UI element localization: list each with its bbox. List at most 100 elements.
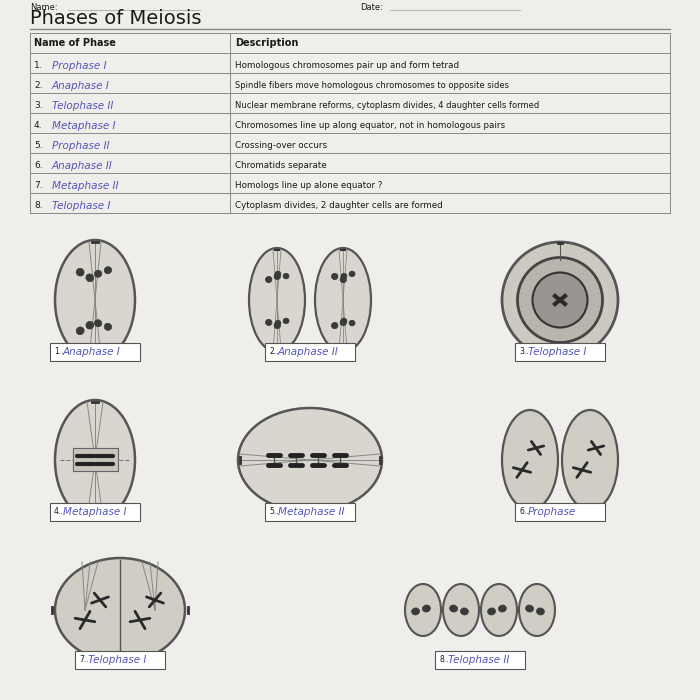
Ellipse shape (533, 272, 587, 328)
Text: Homologs line up alone equator ?: Homologs line up alone equator ? (235, 181, 382, 190)
Ellipse shape (275, 271, 281, 277)
Text: Name:: Name: (30, 3, 57, 12)
Text: 4..: 4.. (54, 508, 64, 517)
Ellipse shape (562, 410, 618, 510)
Ellipse shape (481, 584, 517, 636)
Ellipse shape (340, 319, 346, 326)
Text: 1..: 1.. (54, 347, 64, 356)
Ellipse shape (76, 268, 84, 276)
Text: Prophase II: Prophase II (52, 141, 109, 151)
Text: Metaphase II: Metaphase II (52, 181, 118, 191)
Text: Date:: Date: (360, 3, 383, 12)
Ellipse shape (275, 321, 281, 326)
Ellipse shape (265, 319, 272, 326)
Ellipse shape (86, 274, 94, 281)
Ellipse shape (104, 267, 112, 274)
Ellipse shape (488, 608, 496, 615)
Ellipse shape (498, 605, 506, 612)
FancyBboxPatch shape (515, 343, 605, 361)
Ellipse shape (332, 323, 338, 329)
Text: 8..: 8.. (439, 655, 449, 664)
Ellipse shape (502, 410, 558, 510)
Ellipse shape (412, 608, 419, 615)
Text: Metaphase II: Metaphase II (278, 507, 344, 517)
Ellipse shape (283, 318, 289, 323)
Text: 6.: 6. (34, 160, 43, 169)
Text: Nuclear membrane reforms, cytoplasm divides, 4 daughter cells formed: Nuclear membrane reforms, cytoplasm divi… (235, 101, 539, 109)
Text: Prophase I: Prophase I (52, 61, 106, 71)
Ellipse shape (536, 608, 545, 615)
Text: Metaphase I: Metaphase I (63, 507, 127, 517)
Ellipse shape (274, 323, 281, 329)
Ellipse shape (94, 270, 101, 277)
Ellipse shape (340, 276, 346, 283)
Text: 3..: 3.. (519, 347, 528, 356)
Ellipse shape (449, 605, 458, 612)
Ellipse shape (86, 321, 94, 329)
Text: Anaphase II: Anaphase II (278, 347, 339, 357)
Text: Homologous chromosomes pair up and form tetrad: Homologous chromosomes pair up and form … (235, 60, 459, 69)
Ellipse shape (238, 408, 382, 512)
Text: 3.: 3. (34, 101, 43, 109)
Ellipse shape (349, 271, 355, 277)
FancyBboxPatch shape (265, 343, 355, 361)
Text: Anaphase I: Anaphase I (52, 81, 110, 91)
Text: 4.: 4. (34, 120, 43, 130)
Ellipse shape (104, 323, 112, 330)
Ellipse shape (283, 273, 289, 279)
Text: Cytoplasm divides, 2 daughter cells are formed: Cytoplasm divides, 2 daughter cells are … (235, 200, 442, 209)
Text: 2.: 2. (34, 80, 43, 90)
Text: Anaphase I: Anaphase I (63, 347, 120, 357)
Text: 7.: 7. (34, 181, 43, 190)
Text: Description: Description (235, 38, 298, 48)
Text: Telophase I: Telophase I (88, 655, 146, 665)
Ellipse shape (315, 248, 371, 352)
Text: Chromatids separate: Chromatids separate (235, 160, 327, 169)
Text: Spindle fibers move homologous chromosomes to opposite sides: Spindle fibers move homologous chromosom… (235, 80, 509, 90)
Text: 2..: 2.. (269, 347, 279, 356)
Text: Telophase I: Telophase I (528, 347, 587, 357)
Text: Name of Phase: Name of Phase (34, 38, 116, 48)
Ellipse shape (502, 242, 618, 358)
Text: 5.: 5. (34, 141, 43, 150)
Ellipse shape (274, 273, 281, 279)
Ellipse shape (332, 273, 338, 279)
FancyBboxPatch shape (50, 343, 140, 361)
FancyBboxPatch shape (73, 447, 118, 470)
Ellipse shape (55, 400, 135, 520)
Ellipse shape (422, 605, 430, 612)
Text: Phases of Meiosis: Phases of Meiosis (30, 9, 202, 28)
FancyBboxPatch shape (75, 651, 165, 669)
Text: Telophase I: Telophase I (52, 201, 111, 211)
Text: Metaphase I: Metaphase I (52, 121, 116, 131)
Ellipse shape (341, 318, 347, 323)
Ellipse shape (55, 558, 185, 662)
Text: 6..: 6.. (519, 508, 528, 517)
Ellipse shape (519, 584, 555, 636)
Text: 1.: 1. (34, 60, 43, 69)
Text: 7..: 7.. (79, 655, 89, 664)
Ellipse shape (517, 258, 603, 342)
Text: Telophase II: Telophase II (52, 101, 113, 111)
Ellipse shape (341, 273, 347, 279)
Text: Crossing-over occurs: Crossing-over occurs (235, 141, 327, 150)
Ellipse shape (443, 584, 479, 636)
Ellipse shape (526, 605, 533, 612)
Text: Chromosomes line up along equator, not in homologous pairs: Chromosomes line up along equator, not i… (235, 120, 505, 130)
Ellipse shape (405, 584, 441, 636)
Text: Prophase: Prophase (528, 507, 576, 517)
Text: 8.: 8. (34, 200, 43, 209)
Ellipse shape (249, 248, 305, 352)
Ellipse shape (55, 240, 135, 360)
Ellipse shape (349, 321, 355, 326)
FancyBboxPatch shape (50, 503, 140, 521)
Text: Anaphase II: Anaphase II (52, 161, 113, 171)
FancyBboxPatch shape (265, 503, 355, 521)
FancyBboxPatch shape (435, 651, 525, 669)
Ellipse shape (76, 327, 84, 335)
Ellipse shape (461, 608, 468, 615)
Ellipse shape (265, 276, 272, 283)
Text: Telophase II: Telophase II (448, 655, 510, 665)
Text: 5..: 5.. (269, 508, 279, 517)
FancyBboxPatch shape (515, 503, 605, 521)
